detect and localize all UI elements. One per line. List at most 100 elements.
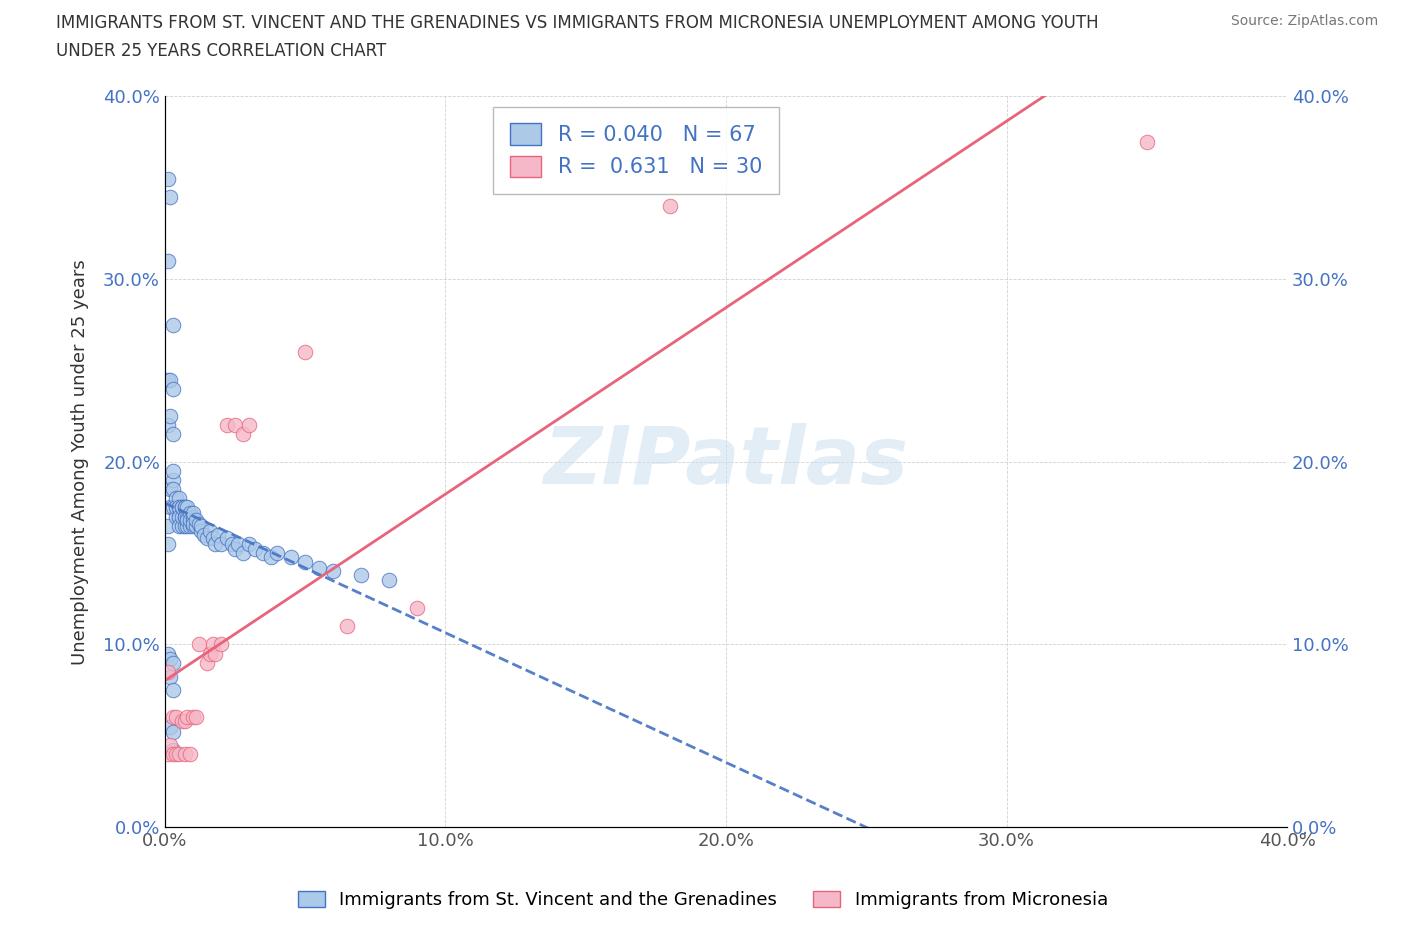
Point [224,418,246,432]
Point [162,743,184,758]
Point [156,646,179,661]
Point [215,418,238,432]
Point [190,524,212,538]
Point [159,372,181,387]
Point [159,670,181,684]
Point [176,500,198,515]
Point [165,509,187,524]
Point [198,524,221,538]
Point [162,472,184,487]
Point [156,171,179,186]
Point [187,516,209,531]
Text: UNDER 25 YEARS CORRELATION CHART: UNDER 25 YEARS CORRELATION CHART [56,42,387,60]
Point [308,560,330,575]
Point [167,509,190,524]
Point [170,713,193,728]
Point [162,463,184,478]
Point [176,710,198,724]
Point [173,713,195,728]
Point [167,509,190,524]
Point [159,719,181,734]
Point [181,509,204,524]
Point [224,542,246,557]
Point [294,554,316,569]
Point [156,418,179,432]
Point [238,537,260,551]
Point [167,500,190,515]
Point [162,747,184,762]
Point [173,747,195,762]
Text: IMMIGRANTS FROM ST. VINCENT AND THE GRENADINES VS IMMIGRANTS FROM MICRONESIA UNE: IMMIGRANTS FROM ST. VINCENT AND THE GREN… [56,14,1099,32]
Point [176,512,198,527]
Point [260,550,283,565]
Point [156,518,179,533]
Point [162,724,184,739]
Point [165,710,187,724]
Text: ZIPatlas: ZIPatlas [544,423,908,500]
Point [201,637,224,652]
Point [184,710,207,724]
Point [162,656,184,671]
Point [406,601,429,616]
Point [165,747,187,762]
Point [162,500,184,515]
Point [167,747,190,762]
Point [195,531,218,546]
Point [215,531,238,546]
Point [181,710,204,724]
Point [179,518,201,533]
Point [266,546,288,561]
Point [170,500,193,515]
Point [1136,135,1159,150]
Point [173,500,195,515]
Point [159,652,181,667]
Point [179,747,201,762]
Point [179,512,201,527]
Point [162,482,184,497]
Point [173,509,195,524]
Point [207,527,229,542]
Point [170,500,193,515]
Point [209,637,232,652]
Point [173,509,195,524]
Point [350,567,373,582]
Point [232,546,254,561]
Point [294,345,316,360]
Point [201,531,224,546]
Point [156,253,179,268]
Point [162,317,184,332]
Point [167,500,190,515]
Point [221,537,243,551]
Point [165,500,187,515]
Point [176,518,198,533]
Point [159,408,181,423]
Point [658,199,681,214]
Point [162,381,184,396]
Legend: Immigrants from St. Vincent and the Grenadines, Immigrants from Micronesia: Immigrants from St. Vincent and the Gren… [291,884,1115,916]
Point [156,747,179,762]
Point [193,527,215,542]
Point [173,518,195,533]
Point [226,537,249,551]
Point [238,418,260,432]
Point [159,500,181,515]
Point [181,516,204,531]
Text: Source: ZipAtlas.com: Source: ZipAtlas.com [1230,14,1378,28]
Point [167,518,190,533]
Point [243,542,266,557]
Point [232,427,254,442]
Point [204,537,226,551]
Point [209,537,232,551]
Point [162,710,184,724]
Point [156,537,179,551]
Point [181,512,204,527]
Point [159,737,181,752]
Point [190,518,212,533]
Point [179,505,201,520]
Point [181,505,204,520]
Point [198,646,221,661]
Point [204,646,226,661]
Point [156,664,179,679]
Point [156,372,179,387]
Point [167,491,190,506]
